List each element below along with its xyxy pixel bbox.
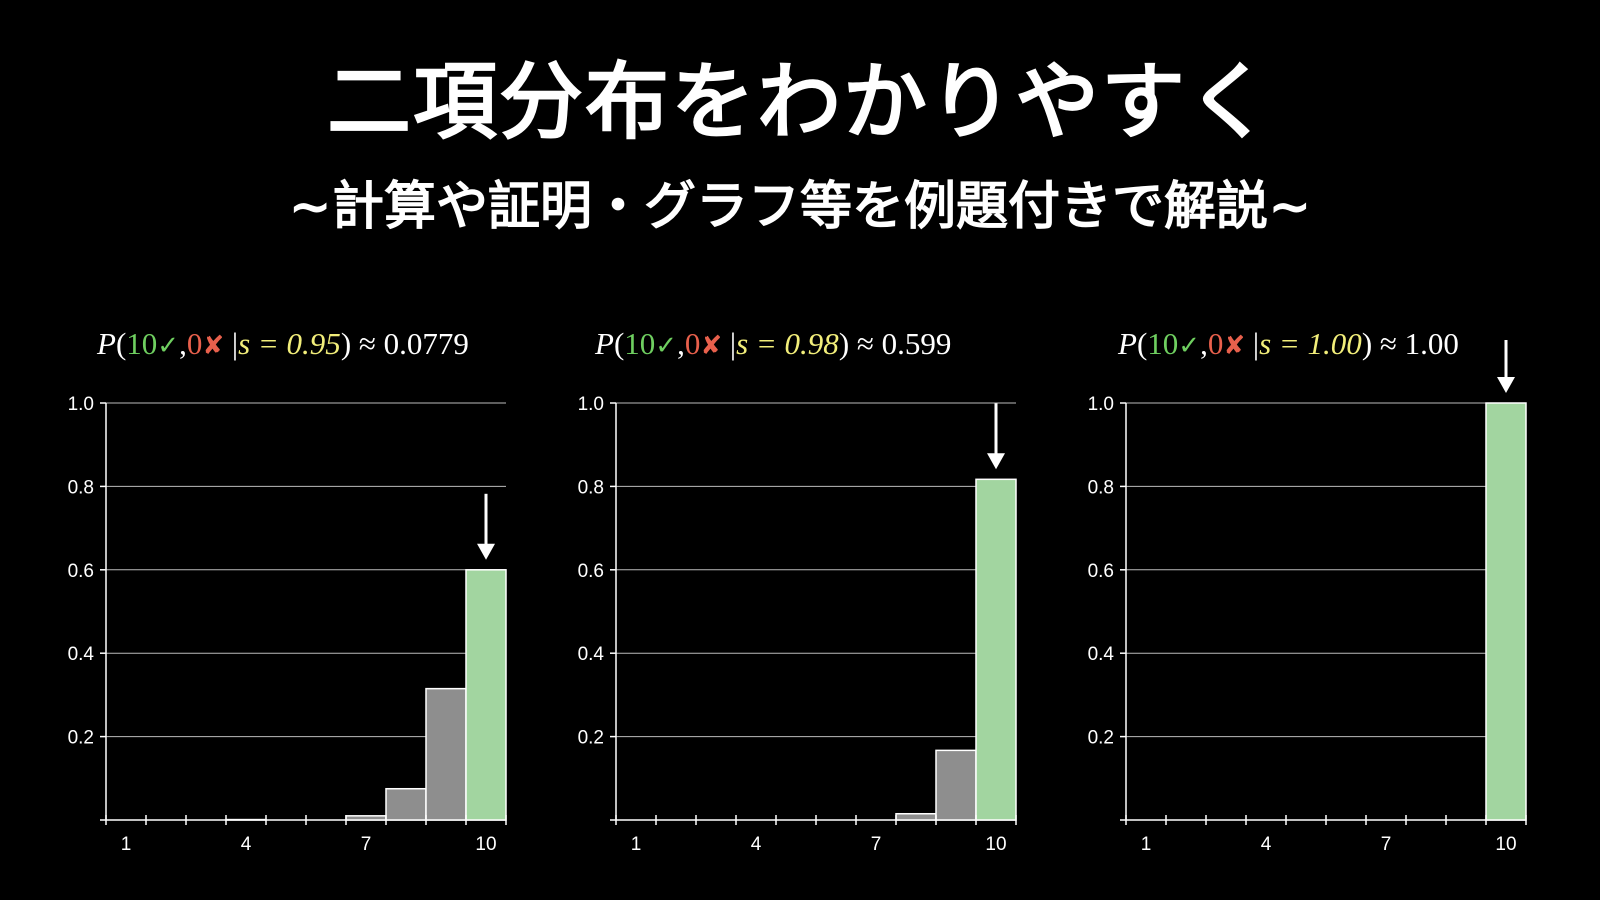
- formula-open: (: [613, 326, 625, 361]
- highlight-bar: [465, 569, 507, 821]
- chart-panel-1: P(10✓,0✘ |s = 0.95) ≈ 0.0779 0.2 0.4 0.6 0.…: [40, 310, 560, 890]
- probability-formula: P(10✓,0✘ |s = 1.00) ≈ 1.00: [1118, 320, 1459, 368]
- y-tick-label: 1.0: [68, 394, 94, 415]
- y-tick-label: 0.8: [68, 477, 94, 498]
- probability-formula: P(10✓,0✘ |s = 0.95) ≈ 0.0779: [97, 320, 469, 368]
- formula-failures: 0: [186, 326, 203, 361]
- x-tick-label: 4: [1261, 834, 1272, 855]
- formula-s: s = 0.95: [238, 326, 341, 361]
- x-tick-label: 1: [121, 834, 132, 855]
- formula-result: ≈ 0.0779: [358, 326, 469, 361]
- formula-failures: 0: [1207, 326, 1224, 361]
- bar: [425, 687, 467, 821]
- bar-chart: 0.2 0.4 0.6 0.8 1.0 1 4 7 10: [578, 394, 1017, 855]
- formula-bar: |: [1252, 326, 1260, 361]
- formula-open: (: [1136, 326, 1148, 361]
- check-icon: ✓: [157, 331, 180, 361]
- formula-successes: 10: [624, 326, 656, 361]
- arrow-down-icon: [1497, 340, 1515, 393]
- formula-comma: ,: [1200, 326, 1208, 361]
- cross-icon: ✘: [1223, 331, 1246, 361]
- highlight-bar: [1485, 402, 1527, 821]
- arrow-head: [1497, 377, 1515, 393]
- chart-panel-3: P(10✓,0✘ |s = 1.00) ≈ 1.00 0.2 0.4 0.6 0.8 1…: [1060, 310, 1580, 890]
- x-tick-label: 4: [241, 834, 252, 855]
- x-tick-label: 10: [1495, 834, 1516, 855]
- formula-p: P: [595, 326, 614, 361]
- formula-successes: 10: [1147, 326, 1179, 361]
- x-tick-label: 7: [361, 834, 372, 855]
- bar: [385, 787, 427, 821]
- formula-p: P: [97, 326, 116, 361]
- formula-bar: |: [729, 326, 737, 361]
- formula-bar: |: [231, 326, 239, 361]
- formula-close: ): [838, 326, 850, 361]
- formula-result: ≈ 0.599: [856, 326, 952, 361]
- x-tick-label: 10: [985, 834, 1006, 855]
- y-tick-label: 1.0: [1088, 394, 1114, 415]
- highlight-bar: [975, 478, 1017, 821]
- cross-icon: ✘: [700, 331, 723, 361]
- x-tick-label: 10: [475, 834, 496, 855]
- cross-icon: ✘: [202, 331, 225, 361]
- x-tick-label: 7: [1381, 834, 1392, 855]
- bar-chart: 0.2 0.4 0.6 0.8 1.0 1 4 7 10: [68, 394, 507, 855]
- formula-open: (: [115, 326, 127, 361]
- formula-s: s = 0.98: [736, 326, 839, 361]
- x-tick-label: 1: [631, 834, 642, 855]
- arrow-head: [987, 453, 1005, 470]
- x-tick-label: 7: [871, 834, 882, 855]
- chart-panel-2: P(10✓,0✘ |s = 0.98) ≈ 0.599 0.2 0.4 0.6 0.8…: [550, 310, 1070, 890]
- y-tick-label: 0.6: [68, 561, 94, 582]
- formula-close: ): [340, 326, 352, 361]
- check-icon: ✓: [1178, 331, 1201, 361]
- arrow-head: [477, 543, 495, 560]
- x-tick-label: 1: [1141, 834, 1152, 855]
- formula-comma: ,: [677, 326, 685, 361]
- arrow-down-icon: [477, 493, 495, 560]
- bar: [345, 815, 387, 821]
- page-subtitle: ~計算や証明・グラフ等を例題付きで解説~: [288, 177, 1312, 237]
- arrow-down-icon: [987, 403, 1005, 470]
- y-tick-label: 1.0: [578, 394, 604, 415]
- y-tick-label: 0.6: [1088, 561, 1114, 582]
- formula-close: ): [1361, 326, 1373, 361]
- formula-result: ≈ 1.00: [1379, 326, 1459, 361]
- check-icon: ✓: [655, 331, 678, 361]
- y-tick-label: 0.6: [578, 561, 604, 582]
- page-title: 二項分布をわかりやすく: [326, 53, 1273, 151]
- y-tick-label: 0.2: [68, 728, 94, 749]
- formula-failures: 0: [684, 326, 701, 361]
- probability-formula: P(10✓,0✘ |s = 0.98) ≈ 0.599: [595, 320, 951, 368]
- bar: [895, 812, 937, 821]
- y-tick-label: 0.2: [1088, 728, 1114, 749]
- formula-successes: 10: [126, 326, 158, 361]
- y-tick-label: 0.4: [578, 644, 605, 665]
- y-tick-label: 0.4: [1088, 644, 1115, 665]
- y-tick-label: 0.4: [68, 644, 95, 665]
- y-tick-label: 0.8: [578, 477, 604, 498]
- formula-p: P: [1118, 326, 1137, 361]
- y-tick-label: 0.2: [578, 728, 604, 749]
- bar-chart: 0.2 0.4 0.6 0.8 1.0 1 4 7 10: [1088, 340, 1527, 855]
- x-tick-label: 4: [751, 834, 762, 855]
- y-tick-label: 0.8: [1088, 477, 1114, 498]
- formula-comma: ,: [179, 326, 187, 361]
- bar: [935, 749, 977, 821]
- formula-s: s = 1.00: [1259, 326, 1362, 361]
